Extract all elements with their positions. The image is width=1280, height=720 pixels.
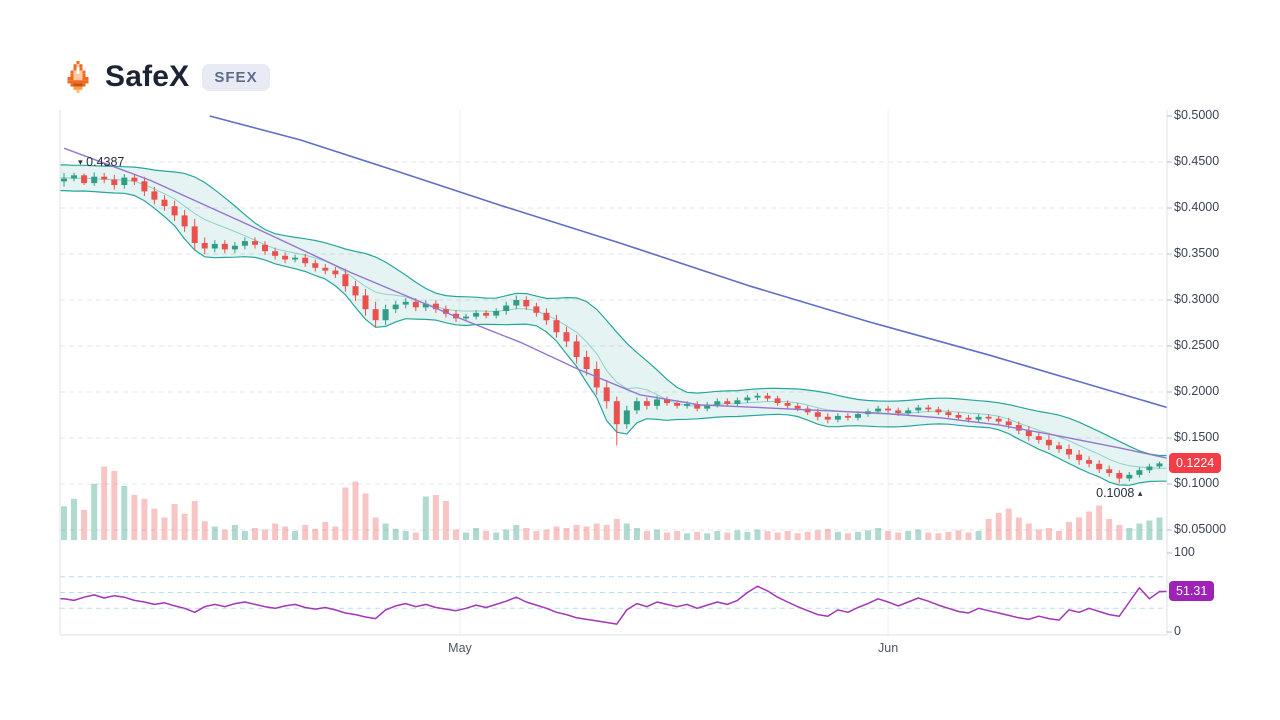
volume-bars bbox=[61, 466, 1163, 541]
high-price-annotation: ▾ 0.4387 bbox=[78, 155, 124, 169]
candles bbox=[61, 172, 1163, 484]
triangle-up-icon: ▴ bbox=[1137, 488, 1143, 499]
rsi-axis-label: 100 bbox=[1174, 545, 1195, 559]
low-price-annotation: 0.1008 ▴ bbox=[1096, 486, 1142, 500]
rocket-logo-icon bbox=[64, 60, 92, 94]
price-axis-label: $0.1500 bbox=[1174, 430, 1220, 444]
rsi-value-badge: 51.31 bbox=[1169, 581, 1215, 602]
price-axis-label: $0.2000 bbox=[1174, 384, 1220, 398]
rsi-gridlines bbox=[60, 576, 1167, 609]
low-price-value: 0.1008 bbox=[1096, 486, 1135, 501]
triangle-down-icon: ▾ bbox=[78, 157, 83, 168]
price-axis-label: $0.1000 bbox=[1174, 476, 1220, 490]
token-title: SafeX bbox=[105, 60, 190, 93]
price-axis-label: $0.3000 bbox=[1174, 292, 1220, 306]
price-gridlines bbox=[60, 161, 1167, 531]
last-price-badge: 0.1224 bbox=[1169, 453, 1222, 474]
token-header: SafeX SFEX bbox=[64, 60, 270, 94]
time-gridlines bbox=[459, 110, 889, 635]
rsi-line bbox=[60, 585, 1167, 625]
envelope-band bbox=[60, 164, 1167, 486]
price-axis-label: $0.2500 bbox=[1174, 338, 1220, 352]
price-axis-label: $0.4500 bbox=[1174, 154, 1220, 168]
price-axis-label: $0.5000 bbox=[1174, 108, 1220, 122]
axes bbox=[59, 110, 1172, 636]
token-ticker-badge: SFEX bbox=[202, 63, 270, 91]
time-axis-label: May bbox=[448, 641, 472, 655]
time-axis-label: Jun bbox=[878, 641, 899, 655]
price-axis-label: $0.3500 bbox=[1174, 246, 1220, 260]
moving-averages bbox=[63, 115, 1168, 459]
price-axis-label: $0.4000 bbox=[1174, 200, 1220, 214]
high-price-value: 0.4387 bbox=[86, 155, 125, 170]
rsi-axis-label: 0 bbox=[1174, 624, 1181, 638]
price-axis-label: $0.05000 bbox=[1174, 522, 1227, 536]
